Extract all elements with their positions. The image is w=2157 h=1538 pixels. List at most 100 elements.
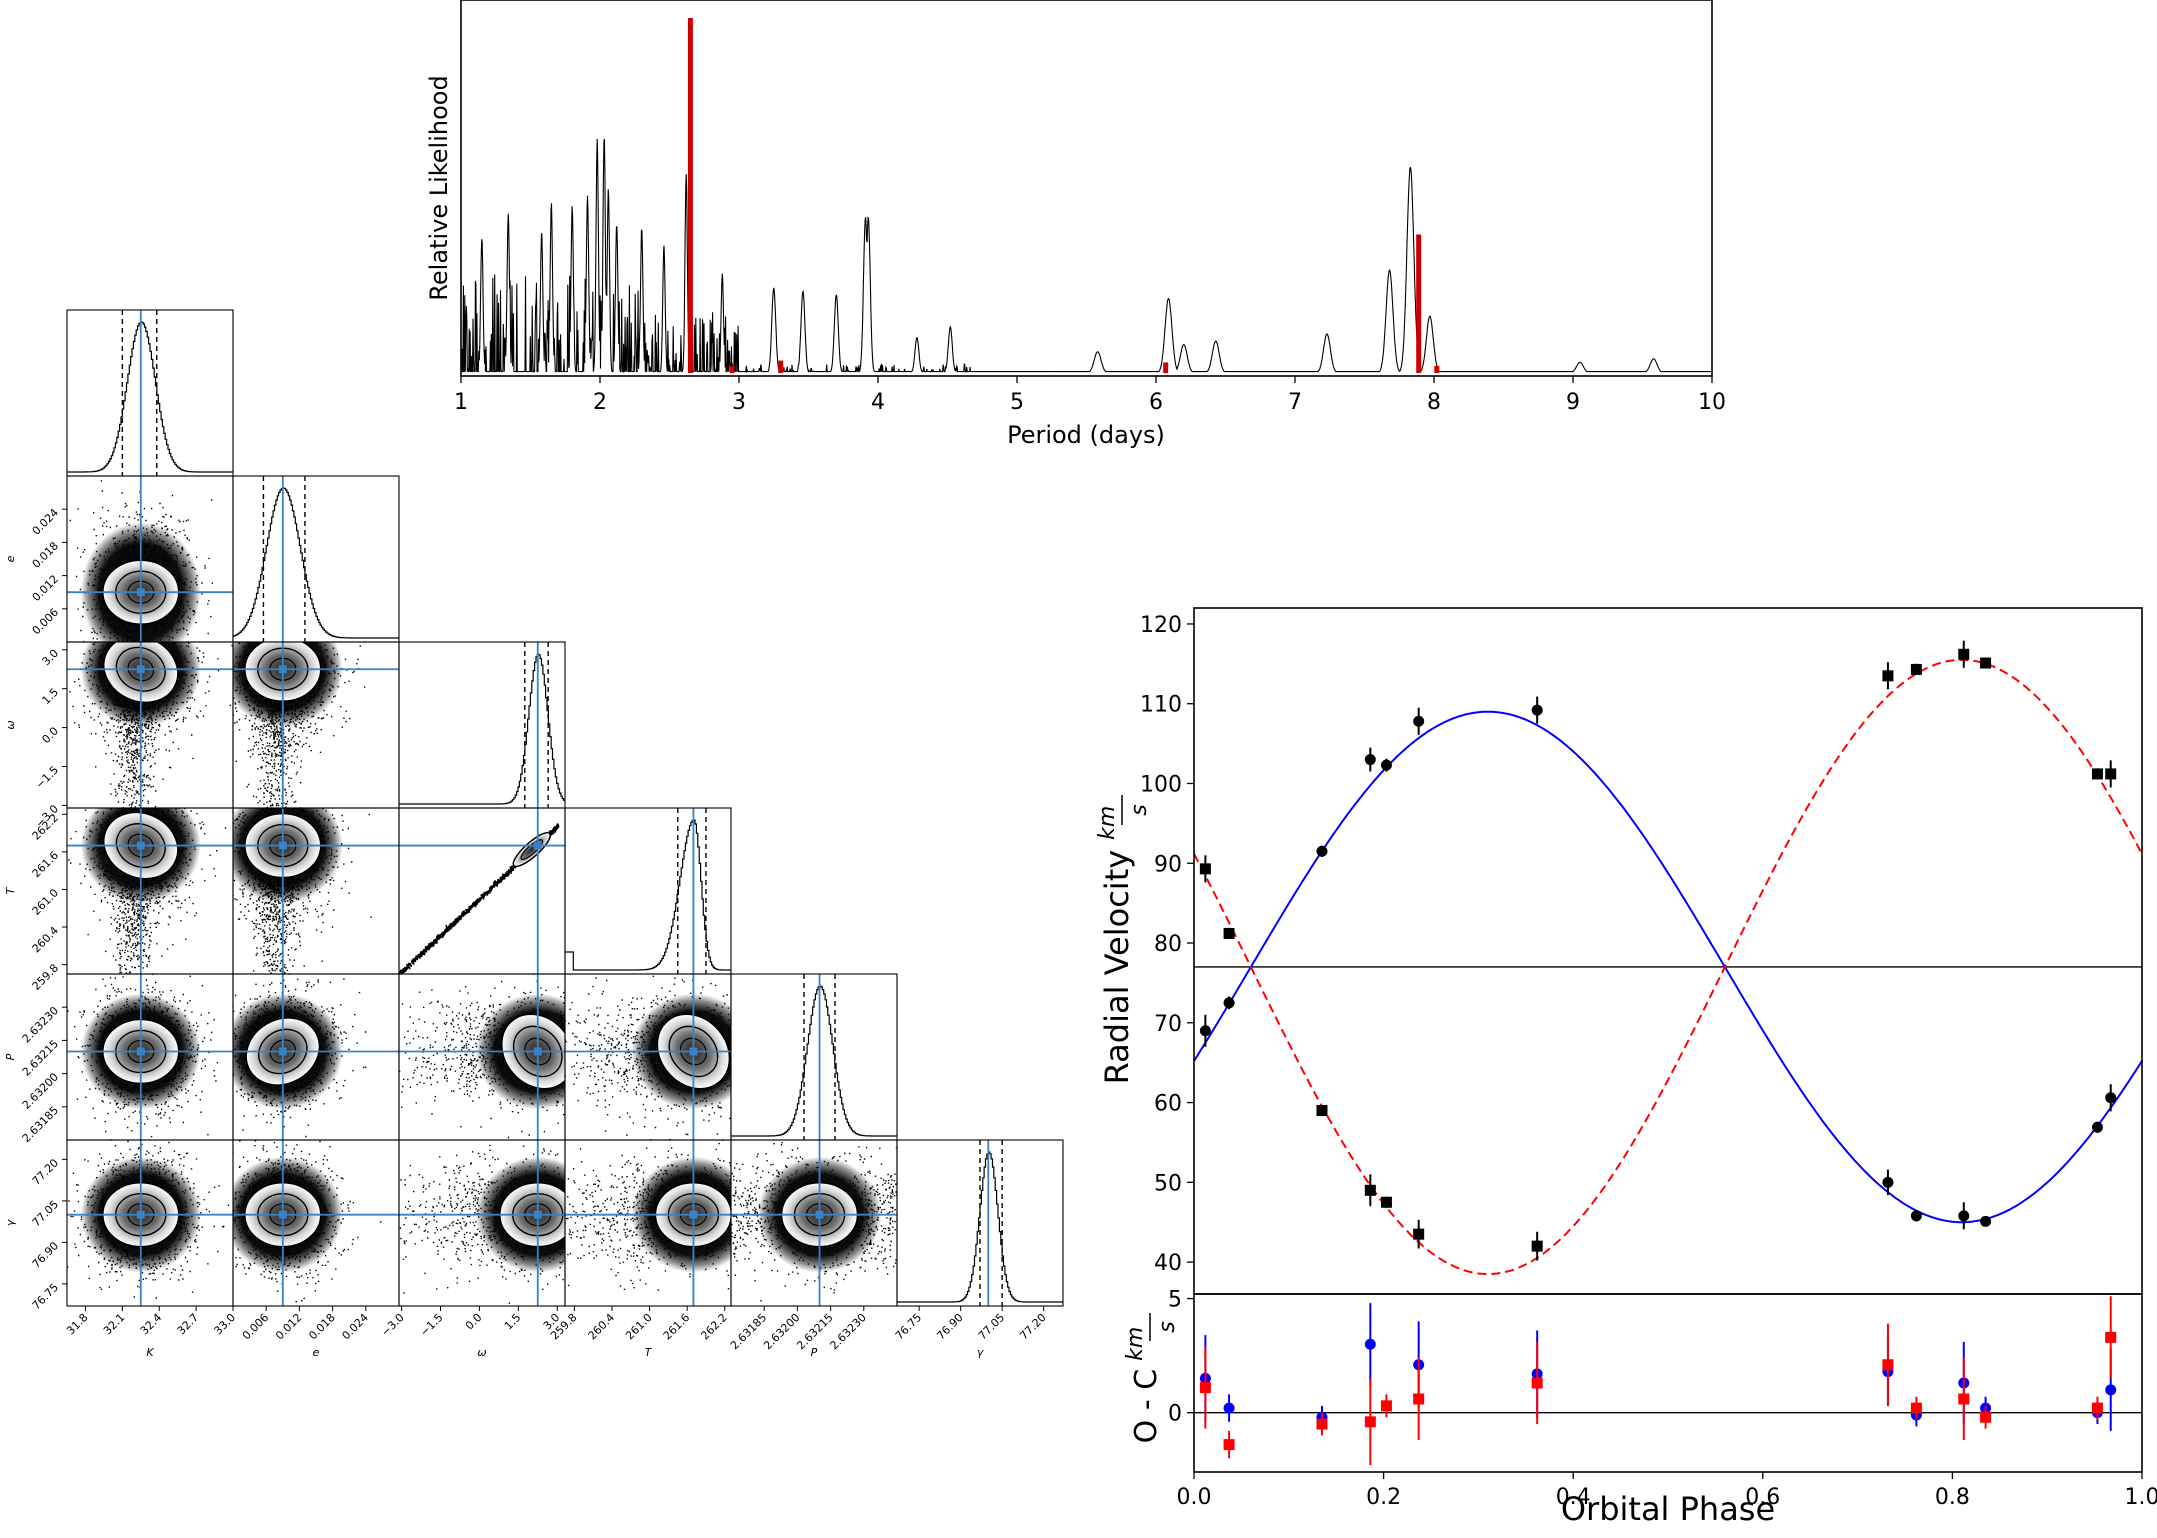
joint-density-T-γ — [564, 1139, 732, 1307]
truth-marker — [136, 588, 145, 597]
joint-density-e-P — [232, 973, 400, 1141]
parameter-label: P — [4, 1053, 17, 1060]
y-tick-label: 0.0 — [40, 725, 62, 747]
y-tick-label: 0 — [1168, 1402, 1182, 1427]
residual-point-square — [2105, 1331, 2117, 1343]
data-point-square — [1910, 663, 1922, 675]
rv-y-ticks: 40 50 60 70 80 90 100 110 120 — [1140, 613, 1194, 1276]
residual-point-square — [1223, 1439, 1235, 1451]
histogram-step — [399, 653, 565, 805]
rv-y-label-unit-fraction: s — [1121, 795, 1152, 825]
truth-marker — [278, 1210, 287, 1219]
corner-plot: 31.8 32.1 32.4 32.7 33.0K0.006 0.012 0.018 0.02… — [4, 309, 1064, 1359]
data-point-square — [1364, 1184, 1376, 1196]
x-tick-label: 10 — [1698, 390, 1726, 415]
residuals-x-label: Orbital Phase — [1561, 1490, 1775, 1528]
x-tick-label: 31.8 — [64, 1311, 91, 1338]
density-contour — [512, 831, 551, 868]
marginal-histogram-P — [730, 973, 898, 1141]
x-tick-label: 0.4 — [1556, 1485, 1591, 1510]
histogram-bar — [1434, 365, 1440, 373]
periodogram-x-ticks: 1 2 3 4 5 6 7 8 9 10 — [454, 376, 1726, 415]
y-tick-label: 0.024 — [30, 506, 61, 537]
y-tick-label: 110 — [1140, 693, 1182, 718]
residual-point-square — [1958, 1393, 1970, 1405]
periodogram-panel: 1 2 3 4 5 6 7 8 9 10 Period (days) Relative Likel… — [425, 0, 1726, 449]
x-tick-label: −3.0 — [379, 1311, 407, 1339]
marginal-histogram-ω — [398, 641, 566, 809]
data-point-square — [1413, 1228, 1425, 1240]
periodogram-curve — [460, 138, 1712, 374]
residuals-y-ticks: 05 — [1168, 1288, 1194, 1427]
data-point-square — [1316, 1105, 1328, 1117]
y-tick-label: 76.90 — [30, 1239, 61, 1270]
residual-point-circle — [2105, 1384, 2117, 1396]
truth-marker — [136, 1210, 145, 1219]
x-tick-label: 76.75 — [893, 1311, 924, 1342]
parameter-label: e — [313, 1346, 320, 1359]
residual-point-square — [1364, 1416, 1376, 1428]
residual-point-square — [1380, 1400, 1392, 1412]
svg-text:s: s — [1127, 804, 1152, 815]
y-tick-label: 100 — [1140, 772, 1182, 797]
joint-density-e-γ — [232, 1139, 400, 1307]
data-point-square — [1882, 670, 1894, 682]
density-contour — [512, 1025, 563, 1078]
parameter-label: ω — [477, 1346, 486, 1359]
residuals-frame — [1193, 1293, 2143, 1473]
y-tick-label: 259.8 — [30, 962, 61, 993]
x-tick-label: 77.20 — [1017, 1311, 1048, 1342]
y-tick-label: 0.018 — [30, 539, 61, 570]
x-tick-label: 6 — [1149, 390, 1163, 415]
cell-frame — [398, 641, 566, 809]
x-tick-label: 0.0 — [463, 1311, 485, 1333]
truth-marker — [278, 841, 287, 850]
joint-density-K-γ — [66, 1139, 234, 1307]
x-tick-label: 2 — [593, 390, 607, 415]
y-tick-label: 76.75 — [30, 1281, 61, 1312]
residual-point-square — [2091, 1402, 2103, 1414]
histogram-bar — [729, 365, 735, 373]
density-contour — [258, 1028, 308, 1075]
truth-marker — [533, 1210, 542, 1219]
truth-marker — [136, 1047, 145, 1056]
marginal-histogram-K — [66, 309, 234, 477]
x-tick-label: 33.0 — [212, 1311, 239, 1338]
residuals-y-label: O - Ckm — [1123, 1327, 1164, 1444]
residual-point-square — [1910, 1402, 1922, 1414]
y-tick-label: 0.012 — [30, 573, 61, 604]
y-tick-label: 80 — [1154, 932, 1182, 957]
histogram-bar — [1416, 234, 1422, 373]
y-tick-label: 2.63230 — [20, 1004, 61, 1045]
data-point-circle — [2091, 1121, 2103, 1133]
residual-point-square — [1882, 1359, 1894, 1371]
data-point-circle — [1980, 1215, 1992, 1227]
truth-marker — [815, 1210, 824, 1219]
data-point-circle — [1316, 845, 1328, 857]
data-point-square — [1199, 863, 1211, 875]
density-contour — [679, 1037, 707, 1066]
density-contour — [668, 1025, 719, 1078]
data-point-circle — [1413, 715, 1425, 727]
x-tick-label: 262.2 — [698, 1311, 729, 1342]
joint-density-ω-T — [398, 807, 566, 975]
x-tick-label: 1 — [454, 390, 468, 415]
joint-density-e-T — [232, 807, 400, 975]
y-tick-label: 261.6 — [30, 849, 61, 880]
data-point-square — [2091, 768, 2103, 780]
data-point-circle — [1958, 1210, 1970, 1222]
x-tick-label: 0.018 — [306, 1311, 337, 1342]
x-tick-label: 3 — [732, 390, 746, 415]
y-tick-label: 261.0 — [30, 886, 61, 917]
y-tick-label: −1.5 — [33, 763, 61, 791]
density-contour — [524, 1037, 552, 1066]
density-contour — [115, 823, 166, 869]
y-tick-label: 70 — [1154, 1012, 1182, 1037]
truth-marker — [278, 665, 287, 674]
y-tick-label: 40 — [1154, 1251, 1182, 1276]
histogram-step — [731, 985, 897, 1137]
data-point-square — [1531, 1240, 1543, 1252]
y-tick-label: 77.20 — [30, 1156, 61, 1187]
y-tick-label: 260.4 — [30, 924, 61, 955]
